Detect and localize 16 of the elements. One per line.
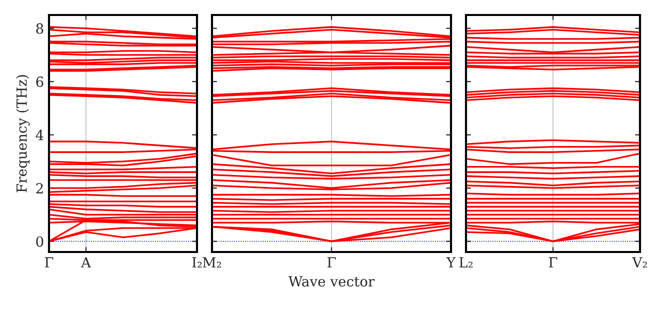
x-tick-label: A <box>80 257 92 268</box>
x-tick-label: M₂ <box>202 257 222 268</box>
x-axis-title: Wave vector <box>288 276 375 287</box>
x-tick-label: Γ <box>548 257 558 268</box>
x-tick-label: Γ <box>44 257 54 268</box>
x-tick-label: I₂ <box>192 257 202 268</box>
y-tick-label: 2 <box>36 183 43 194</box>
y-axis-title: Frequency (THz) <box>16 75 30 192</box>
y-tick-label: 6 <box>36 76 44 88</box>
y-tick-label: 8 <box>36 23 44 34</box>
y-tick-label: 0 <box>36 236 44 247</box>
x-tick-label: Y <box>446 257 456 268</box>
x-tick-label: Γ <box>327 257 336 268</box>
y-tick-label: 4 <box>36 130 44 140</box>
x-tick-label: V₂ <box>632 257 647 268</box>
x-tick-label: L₂ <box>459 257 473 268</box>
